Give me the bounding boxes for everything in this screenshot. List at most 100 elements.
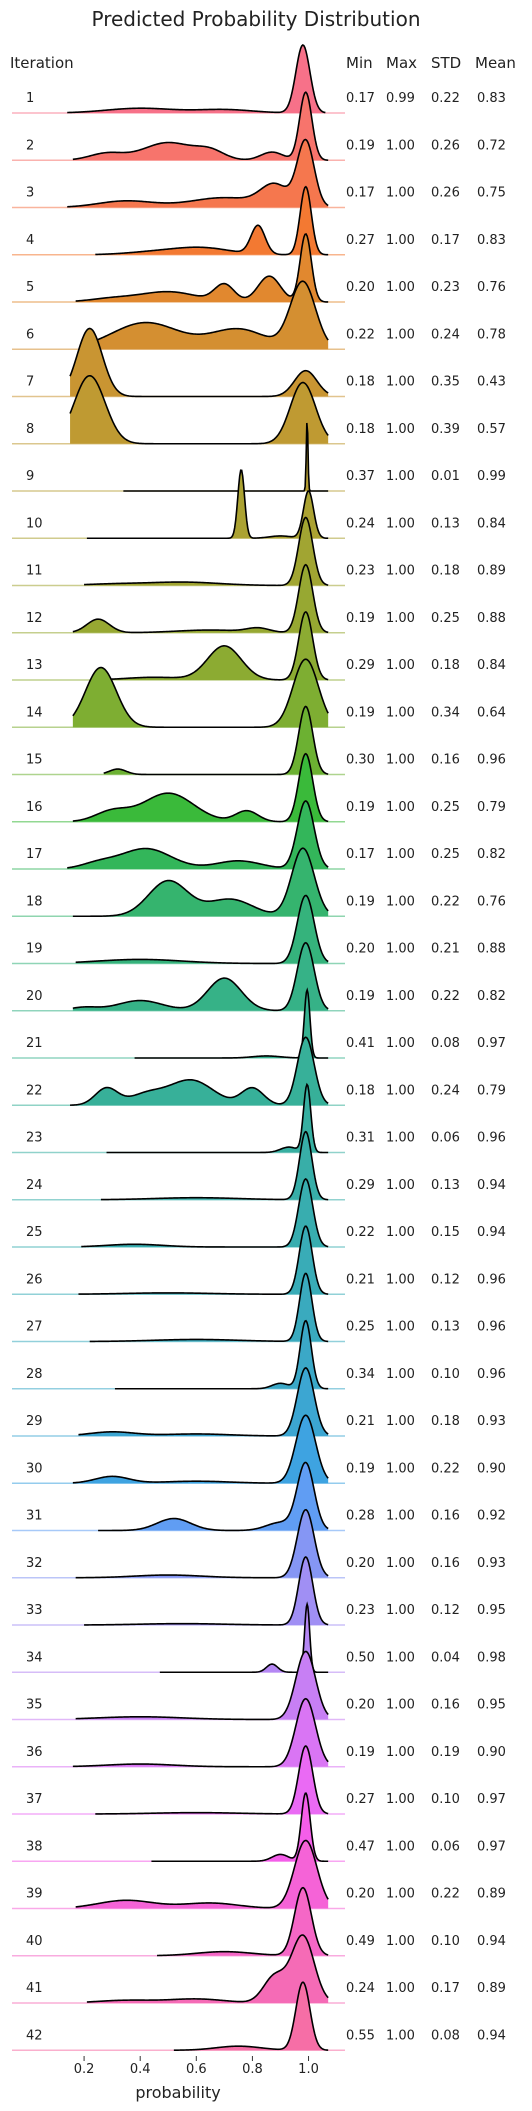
stat-max-36: 1.00 [386, 1745, 415, 1760]
stat-min-1: 0.17 [346, 91, 375, 106]
row-label-24: 24 [26, 1178, 43, 1193]
ridge-area-17 [67, 801, 329, 869]
stat-mean-28: 0.96 [477, 1367, 506, 1382]
ridge-outline-16 [72, 752, 329, 823]
stat-min-35: 0.20 [346, 1698, 375, 1713]
stat-std-24: 0.13 [431, 1178, 460, 1193]
ridge-outline-28 [114, 1319, 329, 1390]
stat-std-4: 0.17 [431, 233, 460, 248]
stat-max-3: 1.00 [386, 186, 415, 201]
stat-mean-38: 0.97 [477, 1839, 506, 1854]
stat-max-2: 1.00 [386, 138, 415, 153]
stat-mean-21: 0.97 [477, 1036, 506, 1051]
row-label-37: 37 [26, 1792, 43, 1807]
row-label-15: 15 [26, 753, 43, 768]
stat-min-23: 0.31 [346, 1131, 375, 1146]
stat-min-28: 0.34 [346, 1367, 375, 1382]
row-label-10: 10 [26, 516, 43, 531]
stat-min-9: 0.37 [346, 469, 375, 484]
stat-mean-31: 0.92 [477, 1509, 506, 1524]
stat-std-9: 0.01 [431, 469, 460, 484]
stat-min-11: 0.23 [346, 564, 375, 579]
stat-std-39: 0.22 [431, 1887, 460, 1902]
stat-std-23: 0.06 [431, 1131, 460, 1146]
ridge-outline-10 [86, 469, 329, 540]
stat-header-mean: Mean [475, 54, 516, 72]
row-label-42: 42 [26, 2028, 43, 2043]
ridge-area-16 [72, 753, 329, 822]
stat-std-28: 0.10 [431, 1367, 460, 1382]
stat-mean-13: 0.84 [477, 658, 506, 673]
stat-mean-33: 0.95 [477, 1603, 506, 1618]
stat-min-19: 0.20 [346, 942, 375, 957]
stat-min-7: 0.18 [346, 375, 375, 390]
stat-max-40: 1.00 [386, 1934, 415, 1949]
stat-std-21: 0.08 [431, 1036, 460, 1051]
ridge-outline-8 [69, 374, 329, 445]
ridge-outline-20 [72, 941, 329, 1012]
stat-min-5: 0.20 [346, 280, 375, 295]
stat-min-30: 0.19 [346, 1461, 375, 1476]
stat-mean-4: 0.83 [477, 233, 506, 248]
stat-min-37: 0.27 [346, 1792, 375, 1807]
stat-std-1: 0.22 [431, 91, 460, 106]
ridge-area-42 [173, 1982, 329, 2051]
ridge-area-5 [75, 234, 329, 302]
stat-min-42: 0.55 [346, 2028, 375, 2043]
ridge-outline-9 [123, 422, 329, 492]
stat-std-33: 0.12 [431, 1603, 460, 1618]
stat-std-40: 0.10 [431, 1934, 460, 1949]
stat-min-26: 0.21 [346, 1272, 375, 1287]
stat-max-31: 1.00 [386, 1509, 415, 1524]
stat-std-8: 0.39 [431, 422, 460, 437]
ridge-area-9 [123, 423, 329, 491]
ridge-outline-4 [95, 185, 329, 256]
stat-mean-40: 0.94 [477, 1934, 506, 1949]
stat-mean-3: 0.75 [477, 186, 506, 201]
stat-max-33: 1.00 [386, 1603, 415, 1618]
row-label-3: 3 [26, 186, 34, 201]
stat-min-10: 0.24 [346, 516, 375, 531]
stat-mean-1: 0.83 [477, 91, 506, 106]
stat-max-25: 1.00 [386, 1225, 415, 1240]
ridge-outline-30 [72, 1414, 329, 1484]
ridge-area-1 [67, 45, 326, 113]
row-label-34: 34 [26, 1650, 43, 1665]
row-label-14: 14 [26, 705, 43, 720]
row-header: Iteration [10, 54, 74, 72]
stat-min-25: 0.22 [346, 1225, 375, 1240]
stat-min-21: 0.41 [346, 1036, 375, 1051]
ridge-outline-33 [84, 1556, 329, 1626]
stat-max-39: 1.00 [386, 1887, 415, 1902]
ridge-outline-39 [75, 1839, 329, 1909]
stat-min-34: 0.50 [346, 1650, 375, 1665]
stat-header-max: Max [386, 54, 417, 72]
stat-std-31: 0.16 [431, 1509, 460, 1524]
stat-std-16: 0.25 [431, 800, 460, 815]
ridge-area-33 [84, 1557, 329, 1625]
row-label-27: 27 [26, 1320, 43, 1335]
stat-std-41: 0.17 [431, 1981, 460, 1996]
row-label-11: 11 [26, 564, 43, 579]
stat-mean-27: 0.96 [477, 1320, 506, 1335]
row-label-17: 17 [26, 847, 43, 862]
row-label-4: 4 [26, 233, 34, 248]
ridge-outline-27 [89, 1272, 329, 1343]
ridge-outline-32 [75, 1508, 329, 1579]
stat-std-7: 0.35 [431, 375, 460, 390]
stat-max-17: 1.00 [386, 847, 415, 862]
stat-mean-22: 0.79 [477, 1083, 506, 1098]
stat-min-18: 0.19 [346, 894, 375, 909]
x-axis-label: probability [135, 2083, 220, 2102]
stat-max-7: 1.00 [386, 375, 415, 390]
row-label-31: 31 [26, 1509, 43, 1524]
ridge-outline-17 [67, 800, 329, 869]
stat-min-14: 0.19 [346, 705, 375, 720]
stat-std-25: 0.15 [431, 1225, 460, 1240]
ridge-outline-19 [75, 894, 329, 965]
stat-mean-16: 0.79 [477, 800, 506, 815]
row-label-22: 22 [26, 1083, 43, 1098]
stat-max-11: 1.00 [386, 564, 415, 579]
ridge-area-25 [81, 1179, 329, 1247]
stat-std-29: 0.18 [431, 1414, 460, 1429]
